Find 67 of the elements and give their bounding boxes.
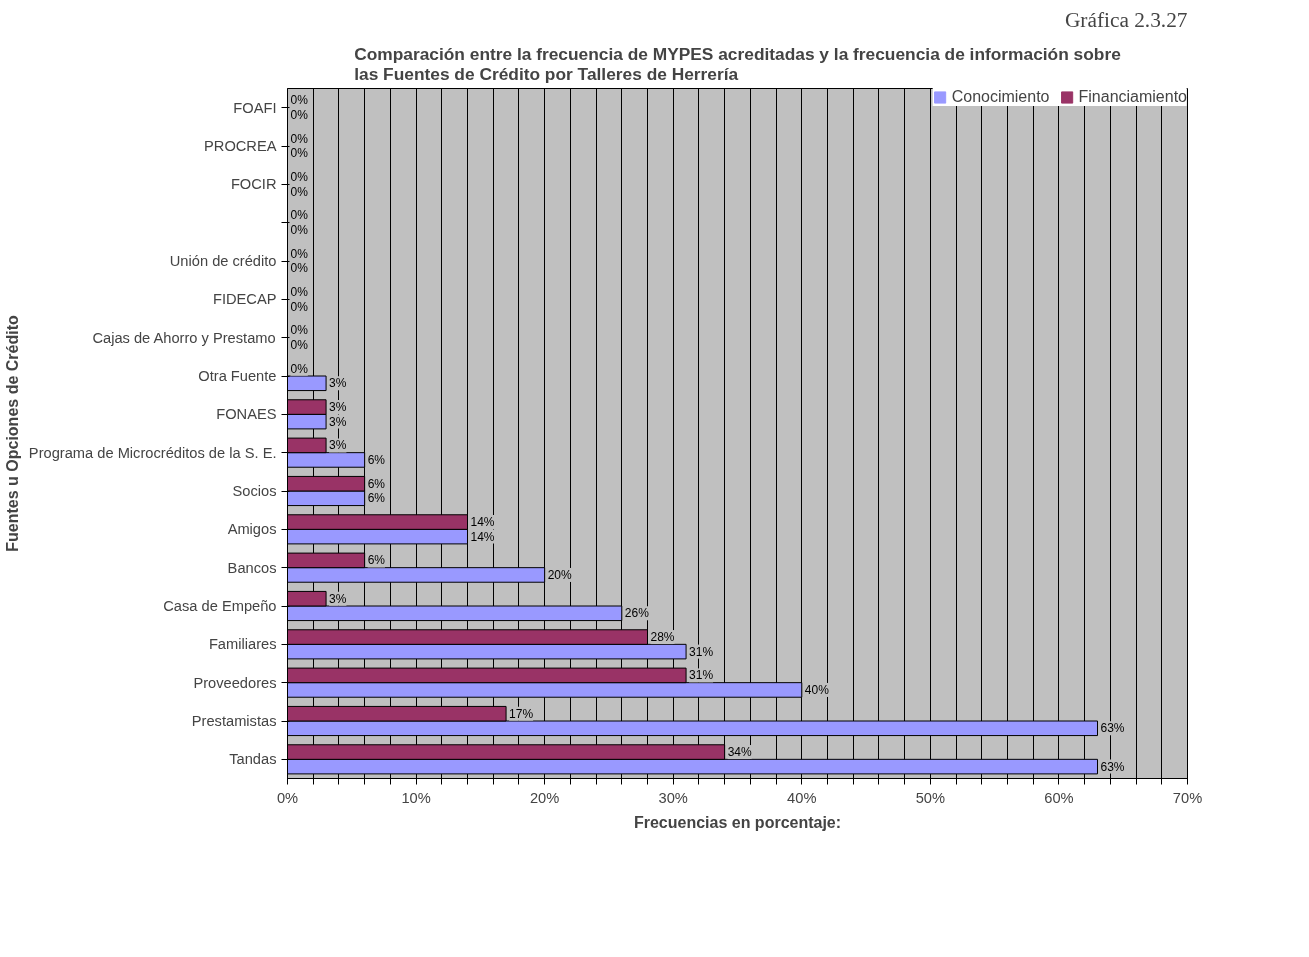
y-tick-label: PROCREA: [204, 138, 277, 154]
x-tick-label: 70%: [1172, 789, 1203, 806]
data-label: 0%: [290, 93, 309, 108]
data-label: 0%: [290, 131, 309, 146]
legend-label: Financiamiento: [1078, 88, 1187, 106]
data-label: 34%: [727, 745, 752, 760]
data-label: 63%: [1100, 759, 1125, 774]
data-label: 20%: [547, 567, 572, 582]
data-label: 0%: [290, 184, 309, 199]
data-label: 3%: [329, 591, 347, 606]
y-tick-label: Programa de Microcréditos de la S. E.: [28, 444, 277, 461]
y-tick-label: Proveedores: [193, 674, 277, 691]
text: Gráfica 2.3.27: [1064, 7, 1188, 32]
x-tick-label: 50%: [915, 789, 946, 806]
data-label: 0%: [290, 107, 309, 122]
data-label: 3%: [329, 414, 347, 429]
y-tick-label: Otra Fuente: [198, 368, 277, 384]
chart-title: Comparación entre la frecuencia de MYPES acreditadas y la frecuencia de información sobre las Fuentes de Crédito por Talleres de Herrería: [354, 43, 1122, 84]
data-label: 63%: [1100, 721, 1125, 736]
data-label: 17%: [509, 706, 534, 721]
x-tick-label: 40%: [787, 789, 817, 806]
y-axis-title: Fuentes u Opciones de Crédito: [3, 315, 21, 552]
data-label: 0%: [290, 261, 309, 276]
x-tick-label: 0%: [276, 789, 299, 806]
y-tick-label: FOCIR: [230, 176, 277, 193]
data-label: 3%: [329, 400, 347, 415]
data-label: 0%: [290, 361, 309, 376]
y-tick-label: Tandas: [229, 751, 277, 768]
data-label: 6%: [367, 452, 386, 467]
data-label: 14%: [470, 529, 495, 544]
y-tick-label: Amigos: [227, 521, 277, 538]
data-label: 26%: [624, 606, 650, 621]
y-tick-label: Prestamistas: [191, 713, 277, 729]
data-label: 0%: [290, 208, 309, 223]
data-label: 0%: [290, 337, 309, 352]
data-label: 0%: [290, 146, 309, 161]
data-label: 6%: [367, 491, 386, 506]
data-label: 0%: [290, 170, 309, 185]
x-tick-label: 20%: [529, 789, 560, 806]
data-label: 6%: [367, 476, 386, 491]
y-tick-label: Familiares: [208, 636, 277, 653]
data-label: 3%: [329, 438, 347, 453]
x-tick-label: 60%: [1044, 789, 1074, 806]
y-tick-label: Casa de Empeño: [163, 598, 277, 614]
data-label: 31%: [689, 668, 714, 683]
y-tick-label: Bancos: [227, 559, 277, 576]
x-tick-label: 30%: [658, 789, 688, 806]
y-tick-label: Socios: [232, 483, 277, 499]
data-label: 0%: [290, 246, 309, 261]
y-tick-label: Unión de crédito: [169, 253, 277, 269]
x-axis-title: Frecuencias en porcentaje:: [633, 813, 842, 831]
y-tick-label: FONAES: [216, 406, 277, 423]
x-tick-label: 10%: [401, 789, 431, 806]
data-label: 0%: [290, 299, 309, 314]
data-label: 0%: [290, 285, 309, 300]
data-label: 14%: [470, 515, 495, 530]
data-label: 3%: [329, 376, 347, 391]
data-label: 0%: [290, 323, 309, 338]
y-tick-label: Cajas de Ahorro y Prestamo: [92, 329, 276, 346]
data-label: 0%: [290, 222, 309, 237]
data-label: 31%: [689, 644, 714, 659]
legend-label: Conocimiento: [951, 88, 1050, 106]
y-tick-label: FIDECAP: [212, 291, 277, 308]
data-label: 40%: [804, 682, 830, 697]
data-label: 28%: [650, 630, 675, 645]
data-label: 6%: [367, 553, 386, 568]
y-tick-label: FOAFI: [233, 99, 277, 116]
